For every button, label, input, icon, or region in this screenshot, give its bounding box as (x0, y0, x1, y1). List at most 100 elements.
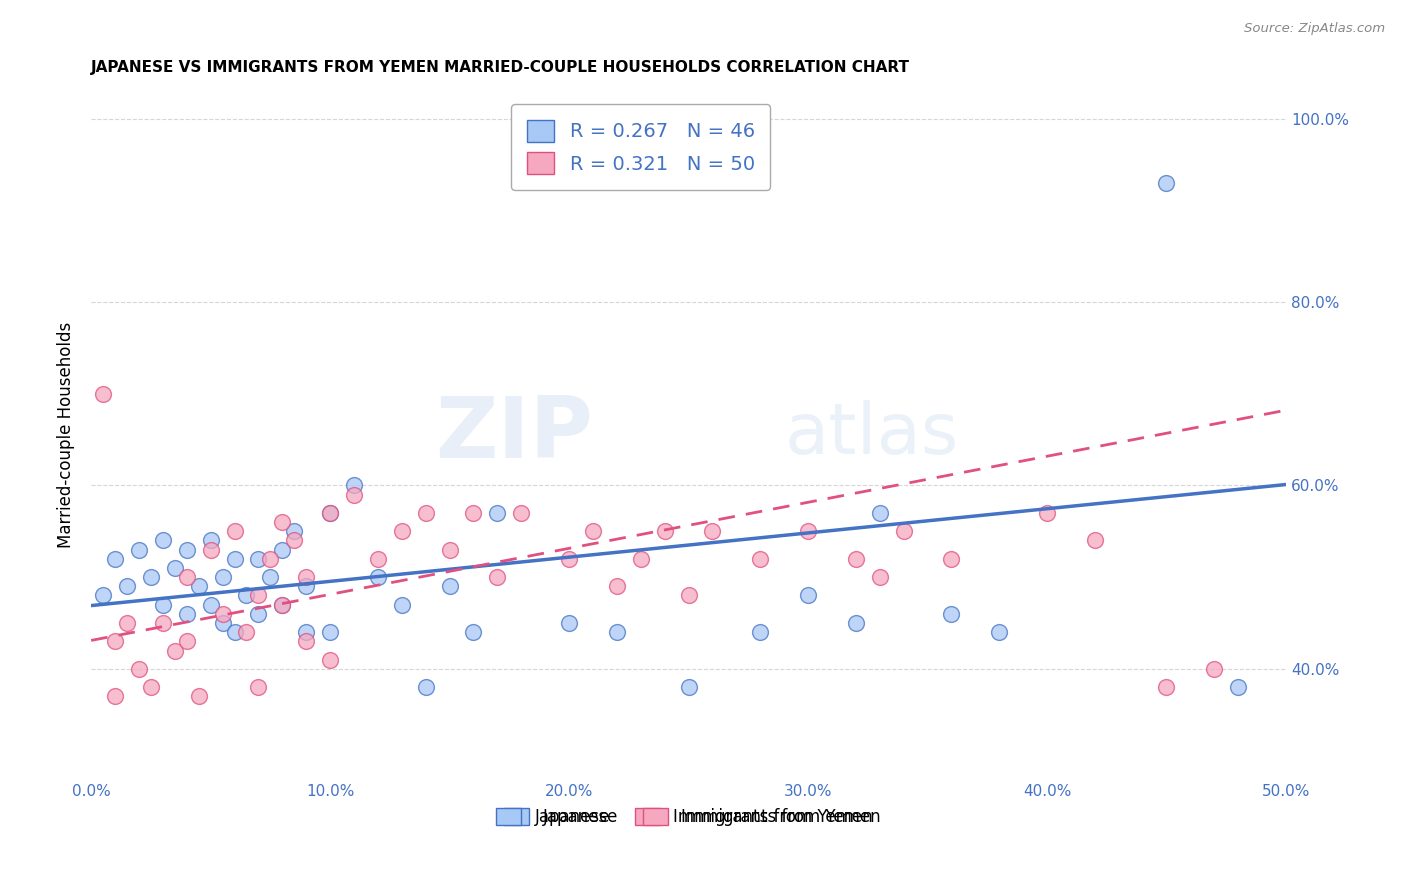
Point (367, 570, 389, 584)
Point (187, 579, 209, 593)
Point (1156, 680, 1178, 694)
Point (654, 524, 676, 539)
Point (845, 615, 868, 630)
Point (211, 607, 233, 621)
Point (606, 579, 628, 593)
Point (235, 589, 257, 603)
Point (247, 680, 270, 694)
Point (152, 615, 174, 630)
Point (319, 625, 342, 640)
Point (463, 625, 485, 640)
Point (295, 634, 318, 648)
Point (176, 570, 198, 584)
Point (104, 634, 127, 648)
Point (115, 579, 138, 593)
Point (582, 524, 605, 539)
Point (295, 625, 318, 640)
Point (211, 615, 233, 630)
Point (283, 524, 305, 539)
Point (630, 551, 652, 566)
Point (247, 607, 270, 621)
Point (869, 506, 891, 520)
Point (463, 506, 485, 520)
Point (104, 551, 127, 566)
Point (678, 680, 700, 694)
Point (200, 542, 222, 557)
Point (163, 643, 186, 657)
Point (247, 551, 270, 566)
Point (439, 579, 461, 593)
Text: ZIP: ZIP (436, 393, 593, 476)
Point (558, 615, 581, 630)
Point (211, 570, 233, 584)
Point (163, 561, 186, 575)
Point (271, 515, 294, 529)
Point (91, 386, 114, 401)
Point (391, 598, 413, 612)
Point (139, 570, 162, 584)
Point (128, 662, 150, 676)
Point (415, 680, 437, 694)
Point (343, 478, 366, 492)
Point (91, 589, 114, 603)
Point (415, 506, 437, 520)
Text: JAPANESE VS IMMIGRANTS FROM YEMEN MARRIED-COUPLE HOUSEHOLDS CORRELATION CHART: JAPANESE VS IMMIGRANTS FROM YEMEN MARRIE… (91, 60, 910, 75)
Point (271, 598, 294, 612)
Point (128, 542, 150, 557)
Point (343, 487, 366, 501)
Point (176, 542, 198, 557)
Point (1084, 533, 1107, 548)
Point (295, 579, 318, 593)
Point (200, 533, 222, 548)
Point (510, 506, 533, 520)
Point (235, 625, 257, 640)
Point (271, 542, 294, 557)
Point (486, 506, 509, 520)
Point (259, 551, 281, 566)
Text: Source: ZipAtlas.com: Source: ZipAtlas.com (1244, 22, 1385, 36)
Point (1036, 506, 1059, 520)
Point (152, 598, 174, 612)
Point (1156, 176, 1178, 190)
Point (797, 524, 820, 539)
Point (606, 625, 628, 640)
Legend: Japanese, Immigrants from Yemen: Japanese, Immigrants from Yemen (489, 801, 887, 832)
Point (869, 570, 891, 584)
Point (187, 690, 209, 704)
Point (247, 589, 270, 603)
Text: atlas: atlas (785, 401, 959, 469)
Point (176, 607, 198, 621)
Point (988, 625, 1011, 640)
Point (702, 524, 724, 539)
Point (224, 551, 246, 566)
Point (224, 524, 246, 539)
Point (797, 589, 820, 603)
Point (200, 598, 222, 612)
Point (893, 524, 915, 539)
Point (558, 551, 581, 566)
Point (749, 625, 772, 640)
Point (139, 680, 162, 694)
Point (224, 625, 246, 640)
Point (283, 533, 305, 548)
Point (1227, 680, 1250, 694)
Point (295, 570, 318, 584)
Point (367, 551, 389, 566)
Point (391, 524, 413, 539)
Point (486, 570, 509, 584)
Point (1204, 662, 1226, 676)
Point (176, 634, 198, 648)
Point (678, 589, 700, 603)
Point (439, 542, 461, 557)
Point (319, 653, 342, 667)
Point (104, 690, 127, 704)
Point (259, 570, 281, 584)
Point (115, 615, 138, 630)
Y-axis label: Married-couple Households: Married-couple Households (58, 322, 75, 548)
Point (845, 551, 868, 566)
Point (319, 506, 342, 520)
Point (941, 607, 963, 621)
Point (941, 551, 963, 566)
Point (749, 551, 772, 566)
Point (271, 598, 294, 612)
